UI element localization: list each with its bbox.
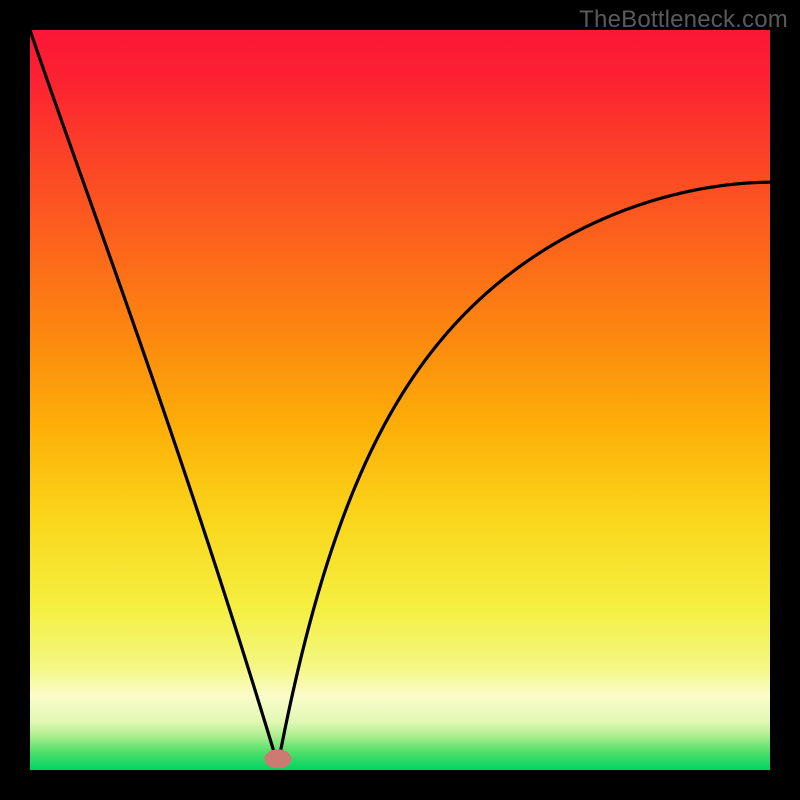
bottleneck-chart bbox=[0, 0, 800, 800]
optimal-point-marker bbox=[265, 750, 291, 768]
chart-svg bbox=[0, 0, 800, 800]
watermark-text: TheBottleneck.com bbox=[579, 6, 788, 34]
